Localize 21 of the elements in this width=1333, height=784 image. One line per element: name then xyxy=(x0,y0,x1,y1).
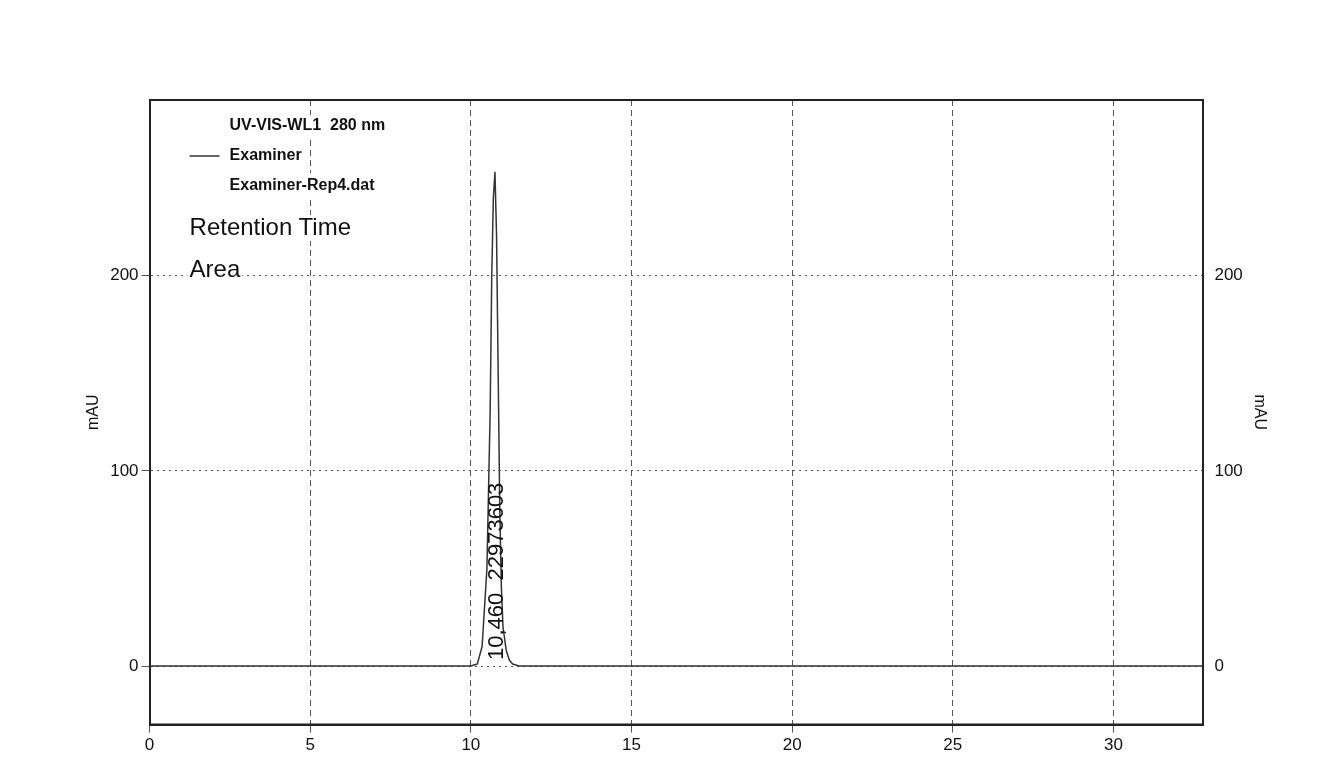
x-tick-label: 25 xyxy=(943,735,963,755)
y-tick-label: 0 xyxy=(129,655,139,675)
y2-tick-label: 0 xyxy=(1214,655,1224,675)
x-tick-label: 15 xyxy=(622,735,641,755)
y2-tick-label: 100 xyxy=(1214,460,1243,480)
legend-title: UV-VIS-WL1 280 nm xyxy=(229,116,386,134)
annotation: Examiner-Rep4.dat xyxy=(229,176,376,194)
y2-axis-title: mAU xyxy=(1251,394,1269,431)
y-axis-title: mAU xyxy=(84,394,102,431)
y-tick-label: 100 xyxy=(110,460,139,480)
y-tick-label: 200 xyxy=(110,265,139,285)
x-tick-label: 30 xyxy=(1104,735,1123,755)
x-tick-label: 0 xyxy=(144,735,155,755)
annotation: Retention Time xyxy=(189,212,351,240)
x-tick-label: 20 xyxy=(782,735,802,755)
legend-label: Examiner xyxy=(229,146,302,164)
annotation: 10,460 22973603 xyxy=(483,482,509,661)
x-tick-label: 5 xyxy=(305,735,315,755)
x-tick-label: 10 xyxy=(461,735,481,755)
annotation: Area xyxy=(189,254,241,282)
y2-tick-label: 200 xyxy=(1214,265,1243,285)
